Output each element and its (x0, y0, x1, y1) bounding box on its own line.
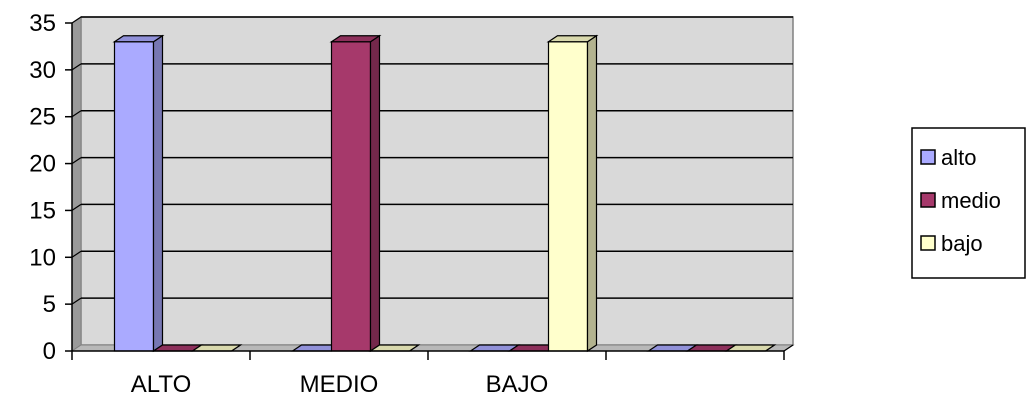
legend-label-medio: medio (941, 188, 1001, 213)
gridline-side (71, 203, 82, 211)
bar-bajo-cat4 (724, 344, 777, 352)
gridline-side (71, 63, 82, 71)
bar-front (330, 41, 372, 352)
bar-side (586, 34, 598, 353)
y-tick-label: 10 (29, 244, 56, 271)
bar-bajo-bajo (546, 34, 599, 353)
legend: alto medio bajo (911, 127, 1026, 279)
bar-alto-alto (112, 34, 165, 353)
bar-top (112, 35, 165, 43)
bar-top (546, 35, 599, 43)
bar-front (113, 41, 155, 352)
y-tick-label: 20 (29, 151, 56, 178)
gridline-side (71, 157, 82, 165)
y-tick-label: 15 (29, 197, 56, 224)
x-category-label: ALTO (131, 371, 191, 398)
plot-back-wall (80, 16, 794, 346)
y-tick-label: 35 (29, 10, 56, 37)
bar-top (368, 344, 421, 352)
legend-label-bajo: bajo (941, 231, 983, 256)
axes (65, 22, 794, 360)
x-axis-depth-edge (783, 344, 794, 352)
gridlines (71, 16, 793, 305)
bar-top (724, 344, 777, 352)
x-category-label: BAJO (486, 371, 549, 398)
bar-top (190, 344, 243, 352)
y-tick-label: 0 (43, 338, 56, 365)
bar-side (152, 34, 164, 353)
gridline-side (71, 110, 82, 118)
y-tick-label: 30 (29, 57, 56, 84)
gridline-side (71, 297, 82, 305)
legend-swatch-bajo (920, 235, 936, 251)
bar-top (329, 35, 382, 43)
legend-label-alto: alto (941, 145, 976, 170)
plot-area (70, 16, 795, 352)
bar-front (547, 41, 589, 352)
bar-medio-medio (329, 34, 382, 353)
legend-swatch-medio (920, 192, 936, 208)
bar-bajo-alto (190, 344, 243, 352)
bars (112, 34, 777, 353)
y-tick-label: 5 (43, 291, 56, 318)
bar-bajo-medio (368, 344, 421, 352)
gridline-side (71, 16, 82, 24)
legend-swatch-alto (920, 149, 936, 165)
bar-side (369, 34, 381, 353)
gridline-side (71, 250, 82, 258)
x-category-label: MEDIO (300, 371, 379, 398)
y-tick-label: 25 (29, 104, 56, 131)
axis-labels: 0 5 10 15 20 25 30 35 ALTO MEDIO BAJO (29, 10, 548, 398)
